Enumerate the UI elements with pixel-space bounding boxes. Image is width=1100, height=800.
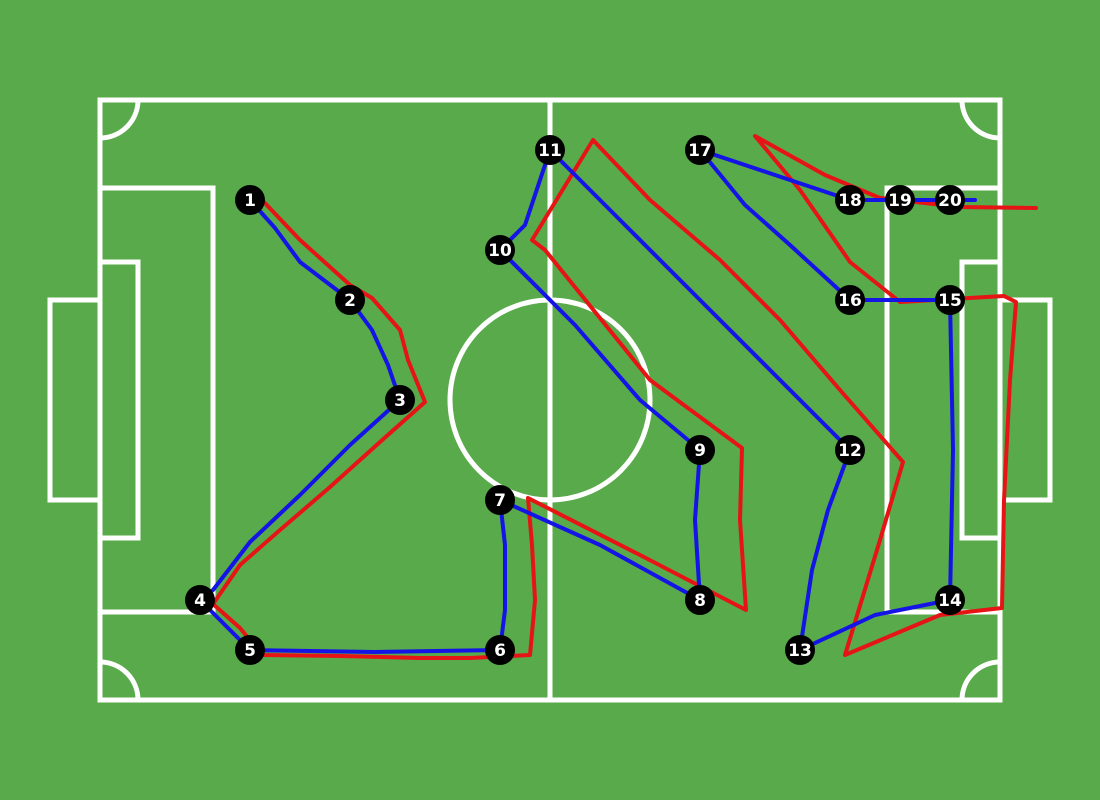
- node-13: 13: [785, 635, 815, 665]
- node-label: 8: [694, 591, 706, 611]
- node-2: 2: [335, 285, 365, 315]
- node-11: 11: [535, 135, 565, 165]
- node-label: 12: [838, 441, 862, 461]
- red-path: [211, 134, 1038, 660]
- node-marker: [685, 435, 715, 465]
- node-10: 10: [485, 235, 515, 265]
- node-16: 16: [835, 285, 865, 315]
- node-label: 2: [344, 291, 356, 311]
- node-label: 5: [244, 641, 256, 661]
- node-marker: [935, 285, 965, 315]
- node-7: 7: [485, 485, 515, 515]
- node-1: 1: [235, 185, 265, 215]
- node-marker: [335, 285, 365, 315]
- node-label: 20: [938, 191, 962, 211]
- node-label: 4: [194, 591, 206, 611]
- node-6: 6: [485, 635, 515, 665]
- node-label: 13: [788, 641, 812, 661]
- node-marker: [835, 185, 865, 215]
- node-label: 18: [838, 191, 862, 211]
- node-5: 5: [235, 635, 265, 665]
- node-marker: [485, 485, 515, 515]
- corner-arc-bottom-right: [959, 659, 1001, 701]
- node-marker: [235, 185, 265, 215]
- corner-arc-top-right: [959, 99, 1001, 141]
- node-label: 6: [494, 641, 506, 661]
- node-label: 17: [688, 141, 712, 161]
- node-14: 14: [935, 585, 965, 615]
- node-9: 9: [685, 435, 715, 465]
- node-17: 17: [685, 135, 715, 165]
- node-15: 15: [935, 285, 965, 315]
- node-label: 10: [488, 241, 512, 261]
- node-marker: [485, 635, 515, 665]
- node-label: 3: [394, 391, 406, 411]
- node-marker: [785, 635, 815, 665]
- node-marker: [935, 185, 965, 215]
- node-marker: [835, 285, 865, 315]
- right-goal: [997, 297, 1053, 503]
- node-label: 1: [244, 191, 256, 211]
- node-marker: [885, 185, 915, 215]
- node-12: 12: [835, 435, 865, 465]
- node-marker: [935, 585, 965, 615]
- node-marker: [485, 235, 515, 265]
- node-label: 9: [694, 441, 706, 461]
- node-20: 20: [935, 185, 965, 215]
- node-marker: [235, 635, 265, 665]
- node-19: 19: [885, 185, 915, 215]
- node-marker: [835, 435, 865, 465]
- node-label: 19: [888, 191, 912, 211]
- node-label: 11: [538, 141, 562, 161]
- node-label: 16: [838, 291, 862, 311]
- corner-arc-bottom-left: [99, 659, 141, 701]
- field-markings: [47, 97, 1053, 703]
- node-8: 8: [685, 585, 715, 615]
- node-label: 7: [494, 491, 506, 511]
- node-3: 3: [385, 385, 415, 415]
- node-4: 4: [185, 585, 215, 615]
- corner-arc-top-left: [99, 99, 141, 141]
- node-18: 18: [835, 185, 865, 215]
- left-goal: [47, 297, 103, 503]
- node-marker: [385, 385, 415, 415]
- node-marker: [185, 585, 215, 615]
- node-label: 14: [938, 591, 962, 611]
- node-marker: [535, 135, 565, 165]
- node-label: 15: [938, 291, 962, 311]
- node-marker: [685, 585, 715, 615]
- node-marker: [685, 135, 715, 165]
